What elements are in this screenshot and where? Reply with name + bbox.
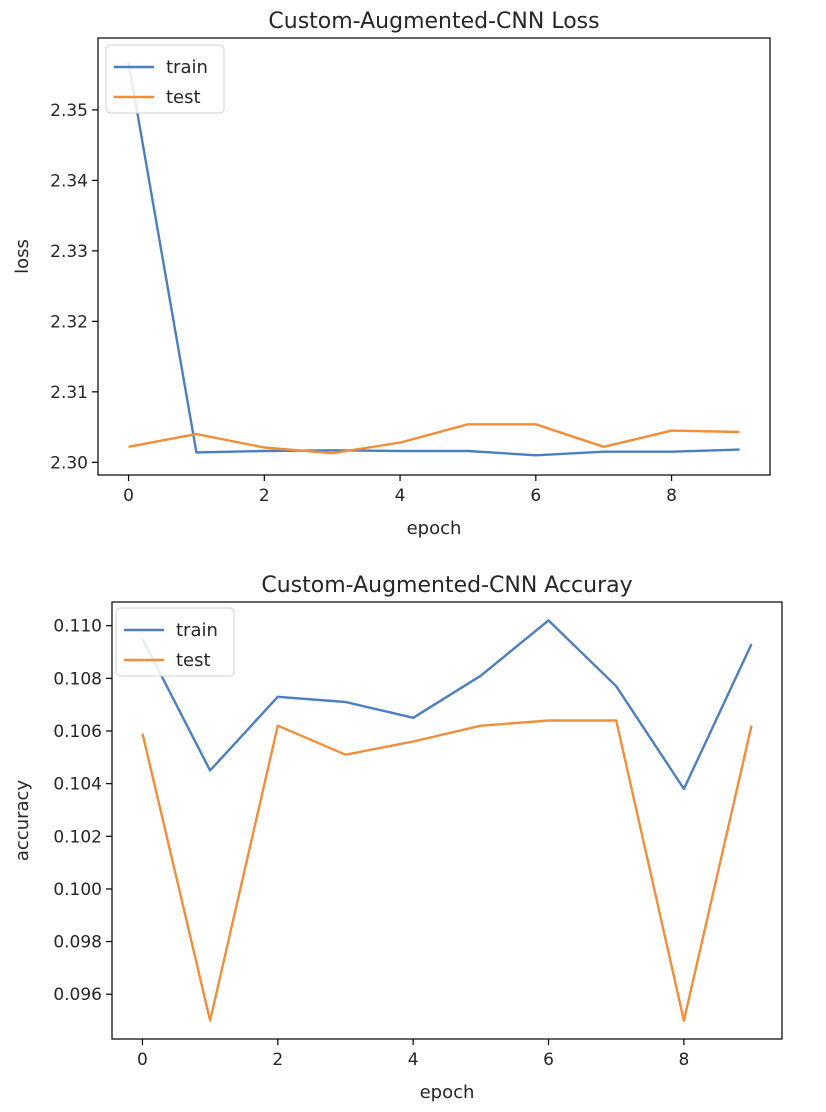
legend-label-train: train <box>176 620 218 641</box>
x-axis-label: epoch <box>407 518 462 539</box>
series-line-train <box>141 619 753 791</box>
y-tick-label: 2.34 <box>50 171 88 191</box>
legend-label-test: test <box>166 87 201 108</box>
series-line-test <box>128 423 740 455</box>
x-tick-label: 0 <box>137 1050 148 1070</box>
y-tick-label: 0.106 <box>53 722 102 742</box>
x-tick-label: 4 <box>395 486 406 506</box>
chart-1: Custom-Augmented-CNN Loss epoch loss 0 2 4 6 8 2… <box>12 9 771 539</box>
x-tick-label: 2 <box>272 1050 283 1070</box>
y-tick-label: 2.33 <box>50 242 88 262</box>
legend: train test <box>105 44 225 114</box>
y-tick-label: 2.30 <box>50 453 88 473</box>
plot-frame <box>97 37 771 476</box>
x-tick-label: 6 <box>530 486 541 506</box>
legend-label-test: test <box>176 650 211 671</box>
legend: train test <box>115 607 235 677</box>
y-tick-label: 0.096 <box>53 985 102 1005</box>
x-axis-label: epoch <box>420 1082 475 1103</box>
chart-title: Custom-Augmented-CNN Accuray <box>261 573 632 598</box>
y-axis-label: accuracy <box>12 780 33 862</box>
y-axis-label: loss <box>12 239 33 274</box>
legend-box <box>115 607 235 677</box>
y-tick-label: 2.31 <box>50 383 88 403</box>
series-line-train <box>127 61 740 457</box>
legend-box <box>105 44 225 114</box>
y-tick-label: 0.098 <box>53 933 102 953</box>
y-tick-label: 0.102 <box>53 827 102 847</box>
x-tick-label: 8 <box>666 486 677 506</box>
y-tick-label: 0.110 <box>53 617 102 637</box>
legend-label-train: train <box>166 57 208 78</box>
y-tick-label: 0.104 <box>53 775 102 795</box>
x-tick-label: 2 <box>259 486 270 506</box>
chart-title: Custom-Augmented-CNN Loss <box>268 9 599 34</box>
x-tick-label: 4 <box>408 1050 419 1070</box>
y-tick-label: 0.100 <box>53 880 102 900</box>
y-tick-label: 2.35 <box>50 101 88 121</box>
y-tick-label: 0.108 <box>53 669 102 689</box>
plot-frame <box>111 601 783 1040</box>
series-line-test <box>141 719 753 1022</box>
x-tick-label: 6 <box>543 1050 554 1070</box>
chart-2: Custom-Augmented-CNN Accuray epoch accurac… <box>12 573 783 1103</box>
x-tick-label: 8 <box>678 1050 689 1070</box>
x-tick-label: 0 <box>123 486 134 506</box>
y-tick-label: 2.32 <box>50 312 88 332</box>
